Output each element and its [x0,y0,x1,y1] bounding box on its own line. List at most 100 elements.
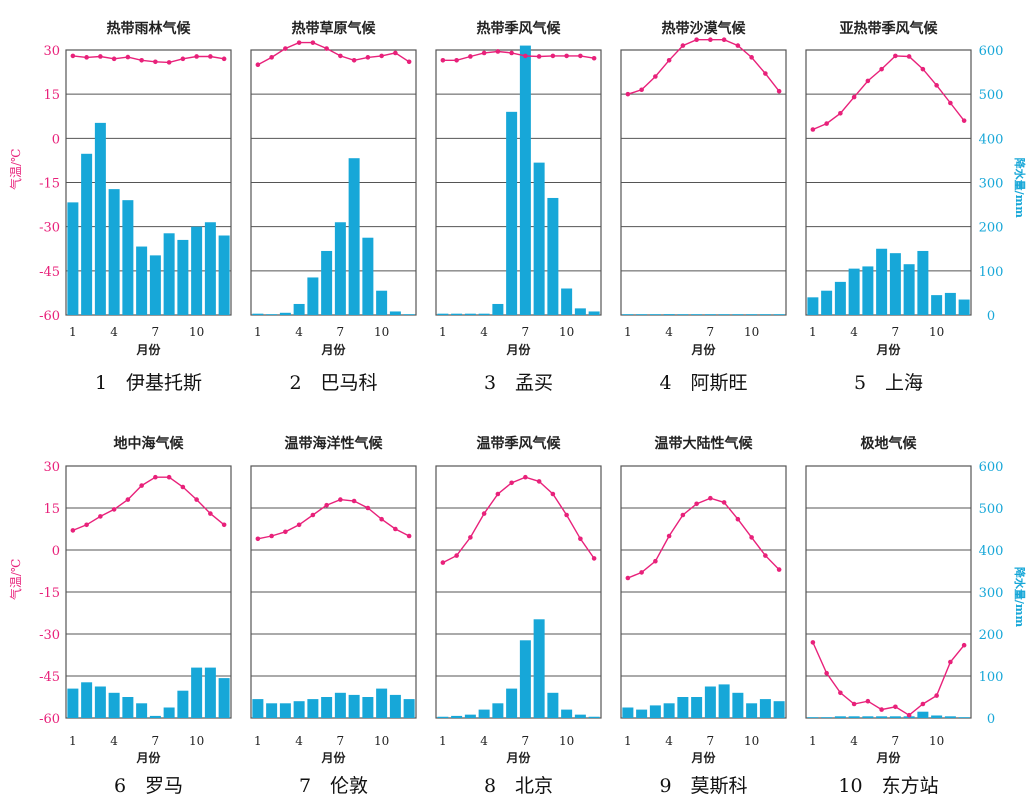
panel-1-precip-bar [204,222,216,315]
panel-3-temp-point [591,55,597,61]
temp-axis-tick: -30 [39,628,60,643]
panel-2-precip-bar [293,303,305,315]
panel-2-temp-point [379,53,384,59]
panel-8-precip-bar [464,714,476,718]
precip-axis-tick: 100 [979,265,1004,280]
panel-5-caption: 5 上海 [854,372,923,394]
temp-axis-tick: 30 [43,44,60,59]
temp-axis-tick: 30 [43,460,60,475]
panel-3-month-tick: 1 [439,325,447,339]
panel-10-month-tick: 7 [892,734,900,748]
panel-7-temp-point [393,526,398,532]
panel-7-title: 温带海洋性气候 [285,435,384,452]
panel-3-title: 热带季风气候 [477,20,562,37]
panel-1-month-tick: 7 [152,325,160,339]
panel-9-precip-bar [718,684,730,718]
panel-8-temp-line [442,476,595,564]
panel-5-temp-point [934,83,939,88]
panel-5-temp-point [838,111,843,116]
panel-4-temp-point [639,87,644,93]
panel-8-temp-point [495,491,501,497]
panel-4-temp-point [680,43,686,48]
panel-8-temp-point [509,480,514,486]
panel-10-precip-bar [821,717,833,718]
panel-6-precip-bar [81,682,93,718]
panel-1-temp-point [70,53,76,59]
panel-7-precip-bar [266,703,278,718]
panel-2-temp-point [269,55,274,60]
panel-10-temp-line [812,642,965,717]
panel-6-temp-point [166,474,172,480]
panel-6-precip-bar [94,686,106,718]
panel-1-temp-point [194,54,199,59]
panel-10-temp-point [934,693,939,698]
panel-1-precip-bar [163,233,175,315]
panel-7-precip-bar [403,699,415,718]
panel-7-temp-point [406,533,412,539]
panel-4-precip-bar [718,314,730,315]
panel-2-temp-point [255,62,261,68]
panel-7-temp-point [365,505,371,511]
panel-10-temp-point [906,712,912,718]
panel-5-temp-point [824,121,829,126]
panel-6-temp-point [139,483,144,488]
panel-9-precip-bar [622,707,634,718]
panel-6-caption: 6 罗马 [114,775,183,797]
temp-axis-tick: -60 [39,712,60,727]
panel-6-temp-point [221,522,227,528]
panel-2-precip-bar [348,158,360,315]
panel-2-precip-bar [389,311,401,315]
temp-axis-tick: -30 [39,221,60,236]
panel-5-precip-bar [834,281,846,315]
panel-4-precip-bar [622,314,634,315]
panel-1-precip-bar [191,226,203,315]
panel-2-month-tick: 7 [337,325,345,339]
panel-8-temp-point [591,556,597,561]
panel-1-caption: 1 伊基托斯 [95,372,202,394]
panel-7-precip-bar [362,697,374,718]
panel-10-precip-bar [958,717,970,718]
panel-5-temp-point [920,66,926,72]
panel-5-temp-point [893,53,898,59]
panel-3-temp-point [509,50,514,56]
panel-5-temp-point [961,118,967,123]
panel-8-caption: 8 北京 [484,775,553,797]
precip-axis-label: 降水量/mm [1013,567,1027,628]
panel-8-precip-bar [519,640,531,718]
panel-8-month-tick: 7 [522,734,530,748]
panel-3-month-tick: 7 [522,325,530,339]
panel-10-precip-bar [889,716,901,718]
panel-7-caption: 7 伦敦 [299,775,368,797]
panel-4-temp-point [653,74,658,79]
panel-8-temp-point [481,511,487,516]
panel-2-temp-point [283,46,288,51]
panel-7-temp-point [255,536,261,542]
panel-3-precip-bar [478,313,490,315]
panel-9-temp-point [735,516,741,522]
panel-1-month-tick: 1 [69,325,77,339]
panel-9-month-tick: 4 [665,734,673,748]
panel-9-precip-bar [759,699,771,718]
temp-axis-tick: 0 [52,132,60,147]
panel-1-precip-bar [122,200,134,315]
panel-9-temp-point [625,575,631,581]
panel-8-precip-bar [506,688,518,718]
panel-9-month-tick: 7 [707,734,715,748]
panel-6-precip-bar [204,667,216,718]
panel-6-temp-point [153,474,158,480]
panel-8-precip-bar [547,692,559,718]
panel-1-temp-point [208,54,213,59]
temp-axis-tick: -45 [39,670,60,685]
panel-7-precip-bar [293,701,305,718]
panel-5-precip-bar [903,264,915,315]
panel-2-precip-bar [279,312,291,315]
panel-6-precip-bar [163,707,175,718]
panel-8-precip-bar [561,709,573,718]
panel-4-temp-point [763,71,768,76]
panel-7-precip-bar [334,692,346,718]
panel-9-temp-point [721,500,727,505]
panel-3-precip-bar [492,303,504,315]
precip-axis-tick: 0 [987,712,995,727]
panel-5-precip-bar [889,253,901,315]
panel-3-temp-point [468,54,473,59]
